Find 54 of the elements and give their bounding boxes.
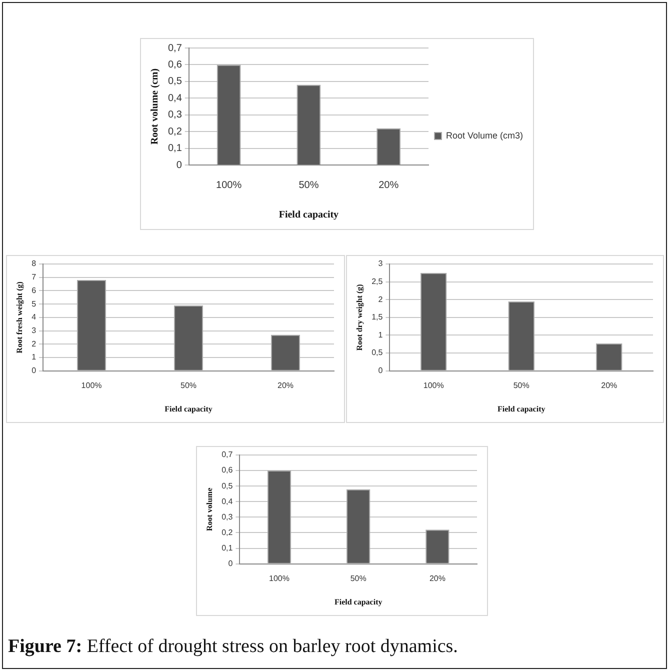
x-tick-label: 20%	[378, 180, 399, 191]
x-tick-label: 100%	[81, 380, 102, 390]
legend-label: Root Volume (cm3)	[446, 130, 524, 140]
y-tick-label: 0	[32, 366, 37, 376]
y-tick-label: 0,1	[222, 543, 234, 552]
x-axis-title: Field capacity	[497, 404, 546, 414]
y-tick-label: 0,5	[168, 76, 182, 88]
caption: Figure 7: Effect of drought stress on barley root dynamics.	[8, 636, 459, 658]
x-tick-label: 50%	[180, 380, 197, 390]
y-tick-label: 2,5	[372, 277, 384, 286]
x-tick-label: 20%	[429, 574, 446, 583]
y-axis-title: Root volume	[204, 487, 214, 532]
y-tick-label: 0	[378, 366, 384, 376]
y-tick-label: 0,7	[222, 450, 234, 460]
y-tick-label: 0,4	[168, 92, 182, 104]
y-tick-label: 0,4	[222, 496, 234, 506]
x-tick-label: 20%	[278, 380, 294, 390]
y-tick-label: 1	[378, 330, 384, 340]
x-axis-title: Field capacity	[164, 404, 212, 414]
y-tick-label: 0,1	[168, 143, 182, 154]
x-axis-title: Field capacity	[334, 597, 382, 606]
y-tick-label: 2	[378, 294, 384, 304]
y-axis-title: Root volume (cm)	[150, 68, 161, 145]
y-tick-label: 3	[32, 326, 37, 335]
y-tick-label: 0,2	[222, 528, 234, 537]
y-tick-label: 7	[32, 272, 37, 282]
y-tick-label: 0,5	[372, 348, 384, 358]
x-tick-label: 50%	[298, 180, 319, 191]
y-tick-label: 1,5	[372, 312, 384, 322]
y-axis-title: Root fresh weight (g)	[14, 281, 24, 354]
y-tick-label: 0,5	[222, 481, 234, 490]
x-tick-label: 100%	[423, 380, 444, 390]
x-tick-label: 50%	[350, 574, 366, 583]
x-tick-label: 100%	[269, 574, 290, 583]
y-tick-label: 0,2	[168, 126, 182, 138]
y-tick-label: 0	[176, 160, 182, 171]
y-tick-label: 0	[228, 559, 234, 568]
y-tick-label: 0,3	[222, 512, 234, 522]
y-tick-label: 0,6	[168, 59, 182, 70]
y-tick-label: 8	[32, 259, 37, 268]
y-tick-label: 5	[32, 299, 37, 308]
x-tick-label: 100%	[216, 180, 242, 191]
y-tick-label: 2	[32, 339, 37, 348]
x-tick-label: 50%	[513, 380, 530, 390]
y-axis-title: Root dry weight (g)	[354, 284, 364, 351]
y-tick-label: 0,6	[222, 466, 234, 475]
y-tick-label: 3	[378, 259, 384, 268]
y-tick-label: 4	[32, 312, 37, 322]
y-tick-label: 0,3	[168, 110, 182, 121]
y-tick-label: 1	[32, 352, 37, 362]
x-axis-title: Field capacity	[278, 210, 339, 221]
y-tick-label: 0,7	[168, 42, 182, 54]
y-tick-label: 6	[32, 286, 37, 295]
x-tick-label: 20%	[601, 380, 618, 390]
